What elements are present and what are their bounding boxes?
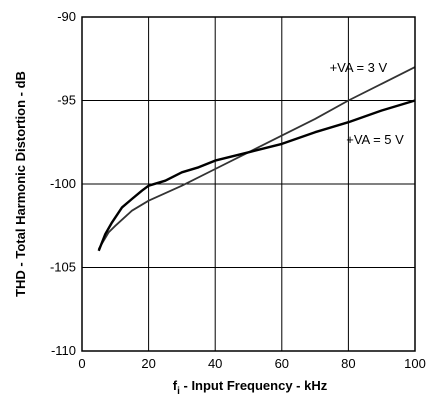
series-annotation-va-3v: +VA = 3 V [330, 60, 388, 75]
x-tick-label: 60 [275, 356, 289, 371]
x-axis-title-rest: - Input Frequency - kHz [180, 378, 328, 393]
tick-labels: 0 20 40 60 80 100 -110 -105 -100 -95 -90 [50, 9, 426, 371]
x-tick-label: 0 [78, 356, 85, 371]
y-tick-label: -90 [57, 9, 76, 24]
y-tick-label: -110 [51, 343, 76, 358]
x-tick-label: 80 [341, 356, 355, 371]
y-axis-title: THD - Total Harmonic Distortion - dB [13, 71, 28, 297]
x-axis-title-main: f [173, 378, 178, 393]
y-tick-label: -95 [57, 93, 76, 108]
series-line-va-3v [97, 66, 416, 250]
annotations: +VA = 3 V +VA = 5 V [330, 60, 405, 147]
series-lines [97, 66, 416, 252]
x-axis-title: fi - Input Frequency - kHz [173, 378, 328, 397]
y-tick-label: -100 [50, 176, 76, 191]
x-tick-label: 40 [208, 356, 222, 371]
series-annotation-va-5v: +VA = 5 V [346, 132, 404, 147]
series-line-va-5v [97, 99, 416, 252]
y-tick-label: -105 [50, 260, 76, 275]
x-tick-label: 100 [404, 356, 426, 371]
plot-frame [81, 16, 416, 352]
x-tick-label: 20 [141, 356, 155, 371]
grid [82, 17, 415, 351]
x-axis-title-subscript: i [177, 386, 180, 397]
